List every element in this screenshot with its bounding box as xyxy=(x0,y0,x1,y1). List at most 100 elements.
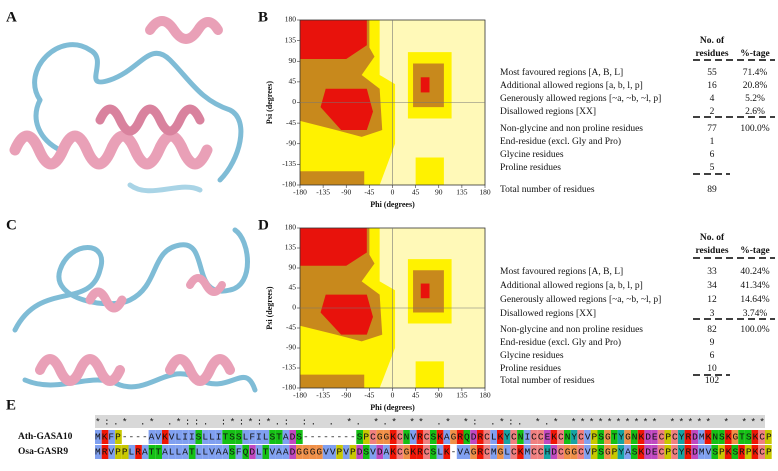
residue-shade xyxy=(557,445,564,459)
residue-shade xyxy=(637,430,645,444)
residue-shade xyxy=(249,445,256,459)
residue-shade xyxy=(222,445,229,459)
residue-shade xyxy=(356,445,363,459)
residue-shade xyxy=(691,430,698,444)
residue-shade xyxy=(450,430,457,444)
residue-shade xyxy=(416,445,424,459)
residue-shade xyxy=(376,445,384,459)
residue-shade xyxy=(208,430,216,444)
row-label: Most favoured regions [A, B, L] xyxy=(500,266,623,277)
residue-shade xyxy=(235,430,243,444)
residue-shade xyxy=(255,430,263,444)
residue-shade xyxy=(577,445,585,459)
residue-shade xyxy=(704,430,712,444)
residue-shade xyxy=(296,445,303,459)
residue-shade xyxy=(115,445,122,459)
residue-shade xyxy=(195,445,203,459)
residue-shade xyxy=(523,430,531,444)
residue-shade xyxy=(617,430,625,444)
sequence: MRVPPLRATTALLATLLVAASFQDLTVAADGGGGVVPVPD… xyxy=(95,447,772,458)
x-tick-label: -135 xyxy=(316,188,330,197)
y-tick-label: -90 xyxy=(286,138,296,147)
residue-shade xyxy=(684,430,692,444)
row-label: Glycine residues xyxy=(500,150,564,160)
residue-shade xyxy=(356,430,363,444)
residue-shade xyxy=(731,430,739,444)
residue-shade xyxy=(456,445,464,459)
y-tick-label: -180 xyxy=(282,383,296,392)
residue-shade xyxy=(242,445,250,459)
residue-shade xyxy=(751,445,759,459)
row-count: 89 xyxy=(707,185,717,195)
column-header: No. of xyxy=(700,233,725,243)
row-label: Disallowed regions [XX] xyxy=(500,107,596,117)
residue-shade xyxy=(644,430,652,444)
residue-shade xyxy=(483,445,491,459)
residue-shade xyxy=(148,445,156,459)
row-count: 55 xyxy=(707,68,717,78)
residue-shade xyxy=(269,445,276,459)
residue-shade xyxy=(711,430,719,444)
x-tick-label: -180 xyxy=(293,391,307,400)
row-label: End-residue (excl. Gly and Pro) xyxy=(500,337,621,348)
residue-shade xyxy=(765,430,772,444)
row-label: Glycine residues xyxy=(500,351,564,361)
residue-shade xyxy=(188,445,196,459)
y-tick-label: 135 xyxy=(285,243,297,252)
row-count: 34 xyxy=(707,281,717,291)
residue-shade xyxy=(758,430,765,444)
residue-shade xyxy=(758,445,765,459)
residue-shade xyxy=(664,430,672,444)
row-percent: 20.8% xyxy=(743,81,768,91)
residue-shade xyxy=(208,445,216,459)
residue-shade xyxy=(389,430,397,444)
residue-shade xyxy=(423,445,430,459)
residue-shade xyxy=(557,430,564,444)
row-count: 16 xyxy=(707,81,717,91)
residue-shade xyxy=(396,445,404,459)
sequence: MKFP----AVKVLIISLLITSSLFILSTADS--------S… xyxy=(95,432,772,443)
row-label: Total number of residues xyxy=(500,375,595,386)
plot-region xyxy=(320,88,373,130)
row-count: 2 xyxy=(710,107,715,117)
residue-shade xyxy=(597,430,605,444)
residue-shade xyxy=(537,445,544,459)
row-count: 4 xyxy=(710,94,715,104)
panel-label: C xyxy=(6,217,17,233)
residue-shade xyxy=(684,445,692,459)
residue-shade xyxy=(617,445,625,459)
residue-shade xyxy=(657,445,665,459)
residue-shade xyxy=(229,430,236,444)
residue-shade xyxy=(101,430,109,444)
residue-shade xyxy=(202,430,209,444)
protein-structure xyxy=(12,227,258,393)
residue-shade xyxy=(389,445,397,459)
residue-shade xyxy=(262,445,270,459)
plot-region xyxy=(300,374,365,388)
residue-shade xyxy=(744,445,752,459)
residue-shade xyxy=(148,430,156,444)
residue-shade xyxy=(275,445,283,459)
residue-shade xyxy=(497,430,504,444)
residue-shade xyxy=(604,430,611,444)
row-label: Non-glycine and non proline residues xyxy=(500,124,643,134)
residue-shade xyxy=(463,430,471,444)
residue-shade xyxy=(202,445,209,459)
residue-shade xyxy=(403,445,410,459)
residue-shade xyxy=(135,445,142,459)
residue-shade xyxy=(436,430,444,444)
residue-shade xyxy=(530,445,538,459)
residue-shade xyxy=(101,445,109,459)
residue-shade xyxy=(691,445,698,459)
residue-shade xyxy=(718,445,725,459)
row-label: Additional allowed regions [a, b, l, p] xyxy=(500,281,643,291)
residue-shade xyxy=(664,445,672,459)
residue-shade xyxy=(463,445,471,459)
residue-shade xyxy=(490,445,497,459)
residue-shade xyxy=(430,445,437,459)
residue-shade xyxy=(222,430,229,444)
residue-shade xyxy=(577,430,585,444)
y-tick-label: 0 xyxy=(292,303,296,312)
residue-shade xyxy=(624,445,631,459)
